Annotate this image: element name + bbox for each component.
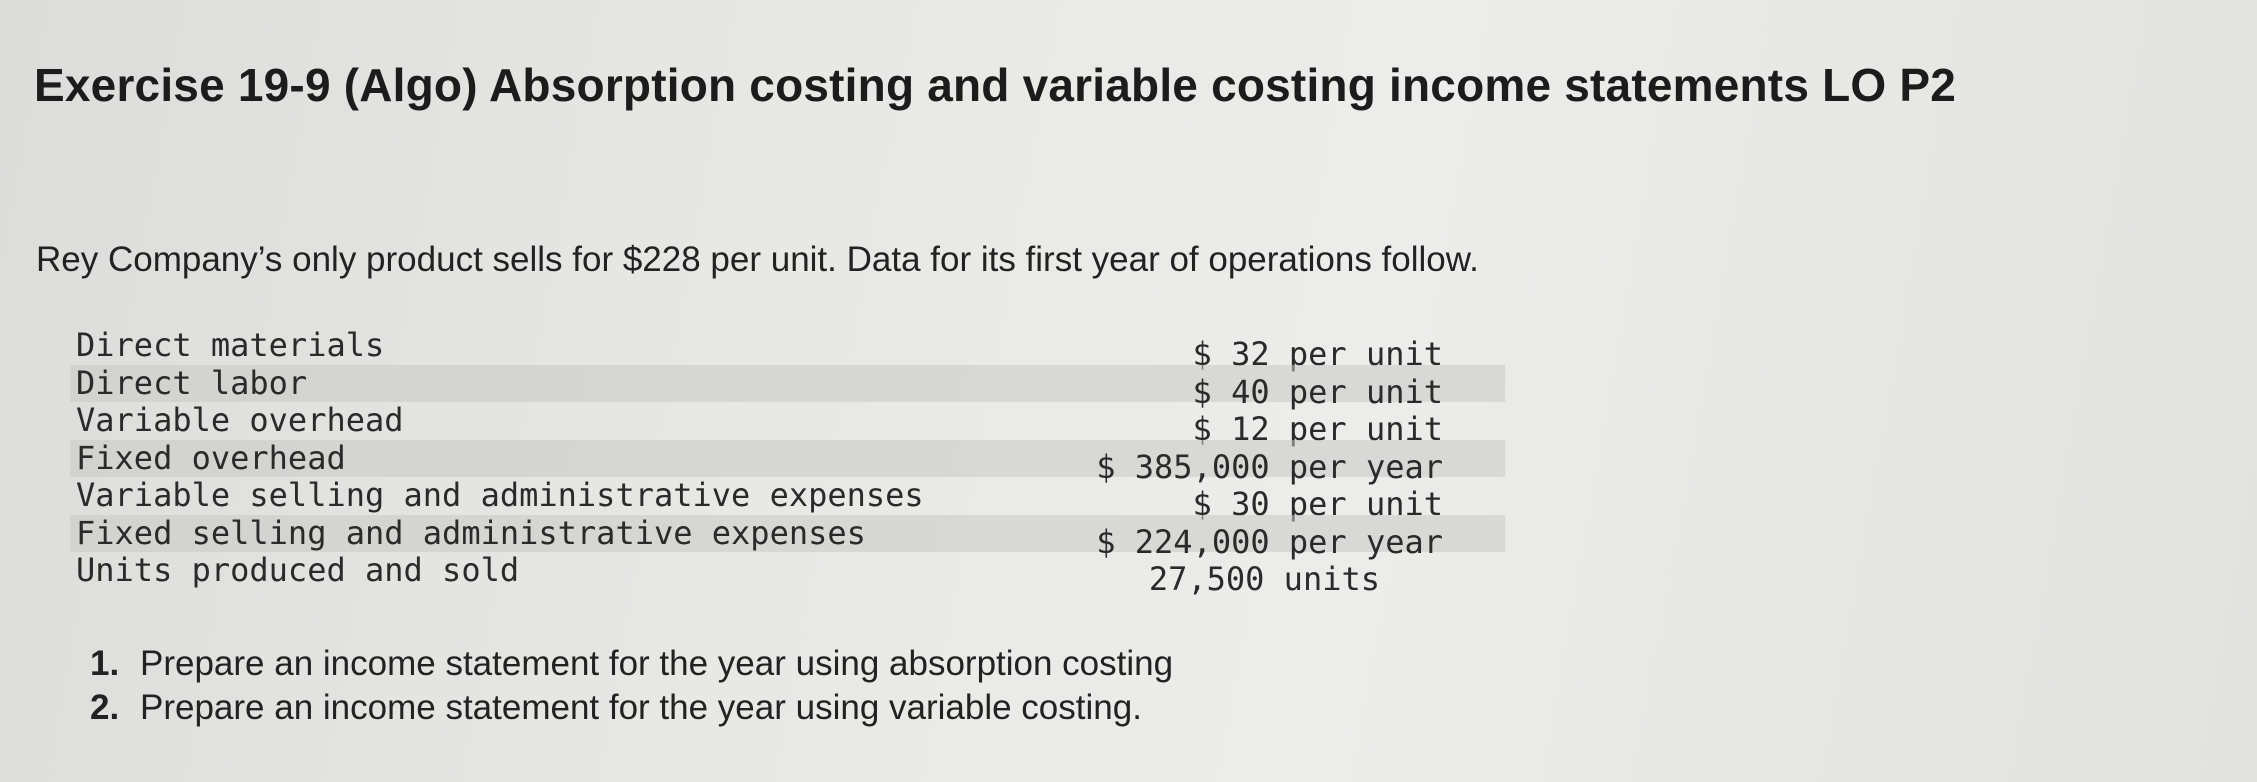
cost-data-table: Direct materials $ 32 per unit Direct la… — [70, 326, 1505, 598]
table-row: Direct materials $ 32 per unit — [70, 326, 1505, 373]
table-row: Variable overhead $ 12 per unit — [70, 401, 1505, 448]
row-label: Fixed selling and administrative expense… — [76, 513, 866, 552]
row-label: Units produced and sold — [76, 551, 520, 589]
exercise-title: Exercise 19-9 (Algo) Absorption costing … — [34, 59, 1957, 111]
list-item: 2. Prepare an income statement for the ye… — [90, 686, 1173, 730]
table-row: Variable selling and administrative expe… — [70, 476, 1505, 523]
task-list: 1. Prepare an income statement for the ye… — [90, 642, 1173, 730]
row-label: Variable overhead — [76, 401, 404, 439]
list-item: 1. Prepare an income statement for the ye… — [90, 642, 1173, 686]
row-value: $ 385,000 per year — [1096, 447, 1443, 486]
task-text: Prepare an income statement for the year… — [140, 688, 1142, 727]
task-number: 1. — [90, 644, 120, 683]
row-label: Direct labor — [76, 363, 308, 402]
row-label: Variable selling and administrative expe… — [76, 476, 924, 514]
table-row: Direct labor $ 40 per unit — [70, 363, 1505, 410]
row-value: $ 40 per unit — [1192, 372, 1443, 411]
row-label: Direct materials — [76, 326, 385, 364]
task-number: 2. — [90, 688, 120, 727]
row-label: Fixed overhead — [76, 438, 346, 477]
table-row: Fixed overhead $ 385,000 per year — [70, 438, 1505, 485]
table-row: Fixed selling and administrative expense… — [70, 513, 1505, 560]
table-row: Units produced and sold 27,500 units — [70, 551, 1505, 598]
task-text: Prepare an income statement for the year… — [140, 644, 1174, 683]
intro-paragraph: Rey Company’s only product sells for $22… — [36, 240, 1479, 279]
row-value: $ 224,000 per year — [1096, 522, 1443, 561]
row-value: 27,500 units — [1148, 560, 1380, 598]
